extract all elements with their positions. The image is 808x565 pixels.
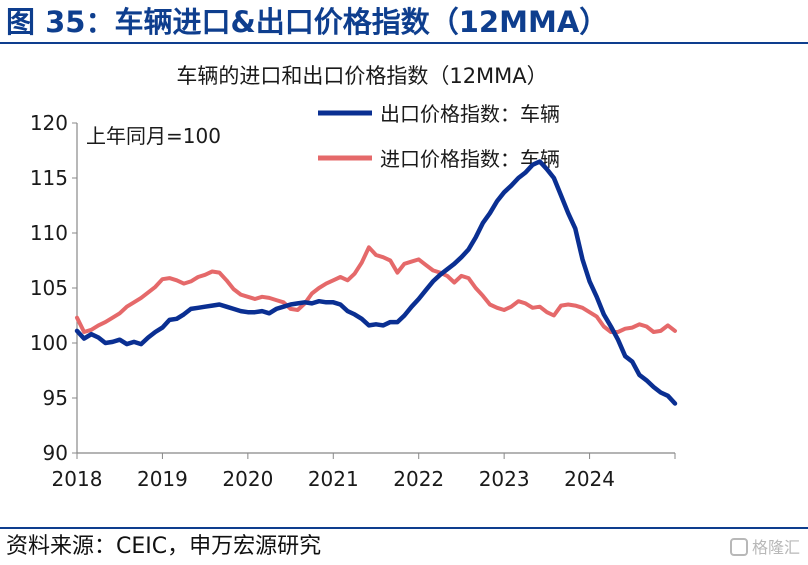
y-tick-label: 100: [30, 331, 68, 355]
line-chart: 车辆的进口和出口价格指数（12MMA） 上年同月=100 出口价格指数：车辆 进…: [30, 64, 678, 491]
x-tick-label: 2022: [393, 467, 444, 491]
legend-label-export: 出口价格指数：车辆: [380, 102, 560, 126]
x-tick-label: 2021: [308, 467, 359, 491]
series-line-export: [74, 159, 678, 406]
x-tick-label: 2023: [479, 467, 530, 491]
x-tick-label: 2019: [137, 467, 188, 491]
y-tick-label: 115: [30, 166, 68, 190]
chart-annotation: 上年同月=100: [86, 124, 221, 148]
y-tick-label: 110: [30, 221, 68, 245]
series-layer: [74, 159, 678, 406]
figure-title: 图 35：车辆进口&出口价格指数（12MMA）: [6, 5, 609, 39]
y-tick-label: 120: [30, 111, 68, 135]
source-divider: [0, 527, 808, 529]
y-tick-label: 105: [30, 276, 68, 300]
x-tick-label: 2018: [52, 467, 103, 491]
watermark: 格隆汇: [729, 536, 800, 560]
y-tick-label: 95: [43, 386, 68, 410]
logo-icon: [729, 538, 748, 556]
x-tick-label: 2020: [222, 467, 273, 491]
axes-group: 90 95 100 105 110 115 120 2018 2019 2020 2021 2022 2…: [30, 111, 676, 491]
watermark-text: 格隆汇: [751, 538, 800, 557]
x-tick-label: 2024: [564, 467, 615, 491]
series-line-import: [75, 245, 677, 334]
title-divider: [0, 42, 808, 44]
chart-title: 车辆的进口和出口价格指数（12MMA）: [176, 64, 547, 88]
source-note: 资料来源：CEIC，申万宏源研究: [6, 534, 322, 559]
y-tick-label: 90: [43, 441, 68, 465]
